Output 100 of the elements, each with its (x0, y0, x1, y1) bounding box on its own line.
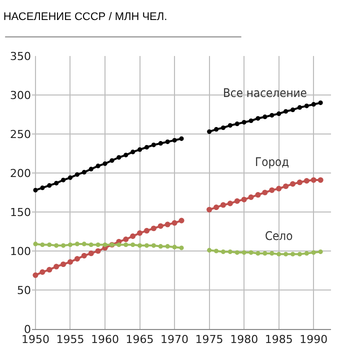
point (234, 122, 240, 126)
point (290, 108, 296, 112)
point (102, 242, 108, 248)
point (82, 242, 86, 246)
point (283, 183, 289, 190)
series-label: Все население (223, 86, 308, 100)
point (318, 100, 323, 106)
x-tick-label: 1950 (21, 333, 50, 346)
point (179, 246, 184, 250)
point (227, 200, 233, 206)
point (151, 142, 156, 148)
point (234, 198, 240, 204)
point (136, 230, 143, 236)
point (214, 248, 219, 254)
point (242, 120, 246, 125)
point (82, 170, 86, 175)
point (297, 105, 302, 110)
point (110, 158, 114, 163)
point (137, 147, 142, 152)
point (207, 129, 212, 134)
point (130, 242, 136, 248)
point (95, 248, 101, 254)
point (297, 252, 302, 256)
point (310, 177, 316, 183)
point (151, 243, 156, 248)
point (158, 244, 163, 249)
point (96, 242, 100, 248)
point (74, 256, 80, 262)
point (144, 228, 150, 234)
point (74, 242, 80, 246)
point (206, 206, 212, 212)
point (296, 180, 303, 186)
point (40, 186, 45, 190)
point (60, 243, 66, 248)
point (248, 118, 254, 124)
x-tick-label: 1980 (230, 333, 258, 346)
y-tick-label: 350 (10, 50, 31, 63)
x-tick-label: 1975 (195, 333, 224, 346)
point (40, 269, 46, 275)
point (144, 243, 150, 248)
point (74, 172, 80, 177)
point (284, 109, 288, 114)
point (228, 123, 232, 128)
chart-title: НАСЕЛЕНИЕ СССР / МЛН ЧЕЛ. (3, 11, 168, 24)
point (54, 243, 59, 248)
point (164, 222, 170, 228)
point (228, 249, 232, 254)
series-label: Село (265, 229, 294, 243)
point (178, 218, 184, 224)
point (165, 140, 170, 144)
point (256, 251, 260, 256)
point (256, 116, 260, 121)
point (290, 252, 296, 256)
x-tick-label: 1965 (126, 333, 154, 346)
point (32, 272, 38, 278)
point (150, 226, 156, 232)
point (68, 175, 73, 180)
point (304, 178, 310, 184)
x-tick-label: 1955 (56, 333, 84, 346)
point (284, 252, 288, 256)
point (248, 194, 254, 200)
point (172, 220, 178, 226)
x-tick-label: 1970 (160, 333, 189, 346)
y-tick-label: 250 (10, 128, 31, 141)
point (47, 183, 52, 188)
point (96, 164, 100, 168)
point (290, 181, 296, 187)
point (33, 188, 38, 192)
point (88, 242, 94, 248)
point (46, 266, 52, 273)
point (172, 138, 177, 143)
point (207, 248, 212, 253)
y-tick-label: 200 (10, 166, 31, 180)
point (311, 102, 316, 107)
point (270, 251, 274, 256)
x-tick-label: 1985 (264, 333, 293, 346)
point (88, 250, 94, 256)
point (304, 104, 309, 108)
point (276, 111, 282, 116)
y-tick-label: 100 (10, 244, 31, 258)
point (269, 187, 275, 193)
point (220, 202, 226, 208)
point (144, 144, 150, 150)
point (130, 150, 136, 154)
point (40, 242, 45, 248)
point (158, 223, 164, 229)
point (124, 242, 128, 248)
x-tick-label: 1990 (300, 333, 328, 346)
point (311, 250, 316, 255)
point (172, 244, 177, 250)
point (242, 250, 246, 255)
point (179, 136, 184, 141)
point (220, 249, 226, 254)
point (33, 242, 38, 246)
point (88, 166, 94, 172)
point (137, 243, 142, 248)
point (214, 127, 219, 132)
point (276, 252, 282, 256)
point (304, 251, 309, 256)
x-tick-label: 1960 (91, 333, 120, 346)
